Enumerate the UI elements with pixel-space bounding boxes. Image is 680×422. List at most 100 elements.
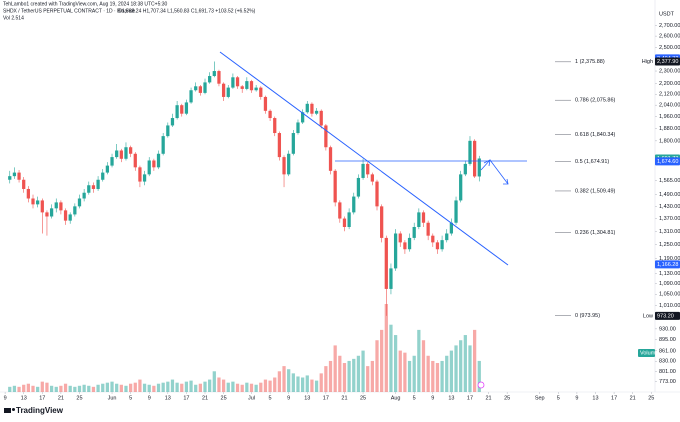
candle-body [361,163,365,178]
volume-bar [87,385,91,392]
candle-body [389,268,393,289]
price-chip [655,57,680,66]
volume-bar [412,355,416,392]
candle-body [87,185,91,193]
x-tick-label: 5 [129,395,132,401]
candle-body [8,176,12,180]
x-tick-label: 17 [323,395,329,401]
price-chip-name: Low [643,313,653,319]
x-tick-label: 17 [39,395,45,401]
candle-body [45,212,49,217]
volume-bar [54,386,58,392]
candle-body [431,235,435,243]
subtitle: TehLambo1 created with TradingView.com, … [3,1,168,7]
volume-bar [129,383,133,392]
candle-body [129,147,133,154]
volume-bar [208,379,212,392]
candle-body [268,110,272,119]
x-tick-label: 5 [269,395,272,401]
volume-bar [426,355,430,392]
candle-body [166,125,170,137]
candle-body [435,242,440,250]
volume-bar [124,385,128,392]
volume-bar [463,335,467,392]
y-tick-label: 861.00 [659,348,676,354]
y-tick-label: 2,600.00 [659,34,680,40]
candle-body [115,150,119,158]
x-tick-label: 5 [557,395,560,401]
volume-bar [254,384,258,392]
candle-body [96,179,100,189]
trendline [219,51,509,266]
volume-bar [105,382,110,392]
candle-body [380,206,384,238]
price-chip-label: 1,166.28 [657,262,678,268]
candle-body [170,118,175,126]
volume-bar [431,360,435,392]
candle-body [184,102,189,114]
volume-bar [22,384,26,392]
volume-bar [314,380,319,392]
candle-body [68,214,72,221]
candle-body [31,198,35,205]
volume-bar [407,360,412,392]
price-chip-label: 1,674.60 [657,159,678,165]
volume-bar [194,384,198,392]
y-tick-label: 1,430.00 [659,204,680,210]
candle-body [124,147,128,159]
x-tick-label: Sep [535,395,545,401]
candle-body [477,158,481,177]
volume-bar [273,377,277,392]
candle-body [231,77,235,88]
volume-bar [440,360,444,392]
volume-bar [296,376,300,392]
volume-bar [31,385,35,392]
candle-body [459,174,463,201]
arrow-head [483,159,491,167]
candle-body [375,181,379,207]
x-tick-label: 25 [504,395,510,401]
x-tick-label: Jun [108,395,117,401]
y-tick-label: 2,200.00 [659,81,680,87]
x-tick-label: Aug [391,395,401,401]
candle-body [449,222,454,234]
candle-body [189,90,193,103]
volume-bar [305,375,309,392]
volume-bar [138,379,142,392]
logo-mark [4,408,11,413]
y-tick-label: 1,960.00 [659,114,680,120]
candle-body [468,140,472,164]
candle-body [101,172,105,180]
y-tick-label: 1,130.00 [659,271,680,277]
candle-body [440,240,444,250]
y-tick-label: 930.00 [659,326,676,332]
fib-level-label: 0.382 (1,509.49) [575,188,616,194]
volume-bar [282,366,286,392]
candle-body [445,233,449,241]
volume-bar [184,381,189,392]
volume-bar [115,383,119,392]
volume-bar [12,385,17,392]
candle-body [393,233,398,269]
volume-bar [119,384,123,392]
volume-bar [133,382,137,392]
candle-body [54,202,58,209]
logo: TradingView [4,406,64,415]
candle-body [175,105,179,119]
candle-body [310,103,314,114]
volume-bar [342,363,347,392]
candle-body [366,163,370,175]
volume-bar [403,352,407,392]
x-tick-label: 21 [202,395,208,401]
volume-bar [291,373,295,392]
candle-body [22,179,26,189]
candle-body [203,82,207,93]
volume-bar [263,379,268,392]
fib-level-label: 0.5 (1,674.91) [575,159,609,165]
volume-bar [249,383,254,392]
volume-bar [203,381,207,392]
fib-level-label: 0.786 (2,075.86) [575,98,616,104]
y-tick-label: 1,370.00 [659,216,680,222]
volume-bar [319,373,323,392]
volume-bar [380,329,384,392]
